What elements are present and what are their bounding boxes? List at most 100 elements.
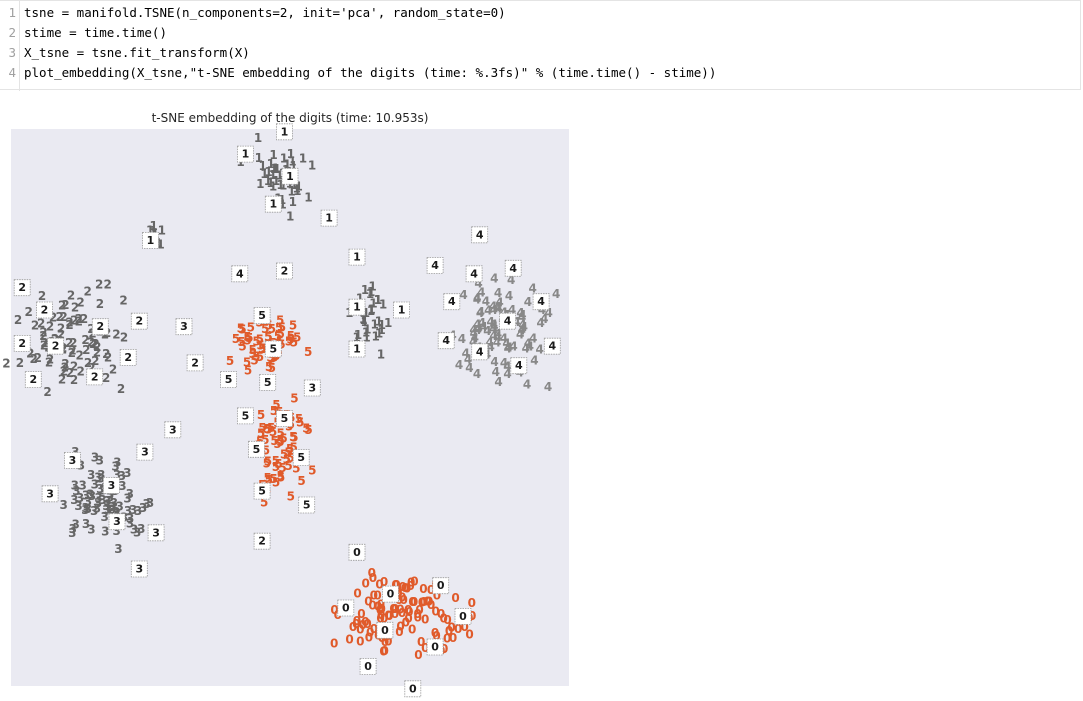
digit-point-3: 3 xyxy=(72,484,80,498)
digit-point-4: 4 xyxy=(494,286,502,300)
digit-point-2: 2 xyxy=(119,293,127,307)
digit-point-4: 4 xyxy=(503,360,511,374)
digit-point-5: 5 xyxy=(247,321,255,335)
digit-point-0: 0 xyxy=(392,578,400,592)
digit-point-2: 2 xyxy=(65,318,73,332)
digit-point-5: 5 xyxy=(270,404,278,418)
digit-point-4: 4 xyxy=(464,352,472,366)
digit-point-4: 4 xyxy=(536,343,544,357)
code-cell[interactable]: 1 tsne = manifold.TSNE(n_components=2, i… xyxy=(0,0,1081,91)
code-text[interactable]: plot_embedding(X_tsne,"t-SNE embedding o… xyxy=(24,65,717,80)
digit-point-1: 1 xyxy=(278,198,286,212)
digit-point-0: 0 xyxy=(398,591,406,605)
digit-thumbnail-label: 1 xyxy=(286,170,294,183)
digit-point-4: 4 xyxy=(455,358,463,372)
digit-thumbnail-0: 0 xyxy=(348,543,366,561)
digit-point-5: 5 xyxy=(252,334,260,348)
digit-thumbnail-label: 2 xyxy=(281,265,289,278)
digit-thumbnail-0: 0 xyxy=(426,638,444,656)
digit-point-1: 1 xyxy=(267,157,275,171)
digit-point-3: 3 xyxy=(94,471,102,485)
digit-point-4: 4 xyxy=(537,316,545,330)
digit-thumbnail-label: 0 xyxy=(431,641,439,654)
digit-point-0: 0 xyxy=(408,622,416,636)
digit-point-2: 2 xyxy=(84,285,92,299)
digit-point-0: 0 xyxy=(370,589,378,603)
digit-point-4: 4 xyxy=(487,315,495,329)
digit-thumbnail-5: 5 xyxy=(253,482,271,500)
digit-thumbnail-4: 4 xyxy=(504,259,522,277)
digit-point-5: 5 xyxy=(263,456,271,470)
digit-point-2: 2 xyxy=(56,310,64,324)
digit-point-0: 0 xyxy=(362,576,370,590)
digit-point-1: 1 xyxy=(367,285,375,299)
digit-point-2: 2 xyxy=(96,297,104,311)
digit-point-2: 2 xyxy=(70,373,78,387)
digit-thumbnail-label: 3 xyxy=(152,526,160,539)
digit-point-0: 0 xyxy=(370,622,378,636)
digit-thumbnail-label: 5 xyxy=(264,376,272,389)
digit-point-4: 4 xyxy=(484,303,492,317)
code-text[interactable]: tsne = manifold.TSNE(n_components=2, ini… xyxy=(24,5,506,20)
digit-point-1: 1 xyxy=(353,330,361,344)
digit-thumbnail-label: 4 xyxy=(431,259,439,272)
digit-point-1: 1 xyxy=(361,315,369,329)
digit-point-2: 2 xyxy=(82,343,90,357)
digit-point-4: 4 xyxy=(505,289,513,303)
digit-point-5: 5 xyxy=(277,427,285,441)
digit-point-1: 1 xyxy=(356,292,364,306)
digit-point-3: 3 xyxy=(111,459,119,473)
digit-point-0: 0 xyxy=(349,620,357,634)
digit-point-2: 2 xyxy=(14,313,22,327)
digit-point-5: 5 xyxy=(278,461,286,475)
digit-point-5: 5 xyxy=(297,474,305,488)
digit-point-4: 4 xyxy=(512,315,520,329)
digit-point-0: 0 xyxy=(400,593,408,607)
digit-point-0: 0 xyxy=(366,626,374,640)
digit-point-5: 5 xyxy=(262,444,270,458)
digit-point-1: 1 xyxy=(363,323,371,337)
digit-thumbnail-label: 1 xyxy=(353,343,361,356)
digit-point-3: 3 xyxy=(94,491,102,505)
digit-point-3: 3 xyxy=(71,479,79,493)
digit-point-2: 2 xyxy=(70,359,78,373)
digit-thumbnail-3: 3 xyxy=(108,513,126,531)
digit-point-4: 4 xyxy=(469,335,477,349)
digit-point-1: 1 xyxy=(271,161,279,175)
digit-point-4: 4 xyxy=(490,303,498,317)
digit-point-1: 1 xyxy=(369,296,377,310)
digit-point-2: 2 xyxy=(75,314,83,328)
digit-point-5: 5 xyxy=(295,412,303,426)
digit-point-5: 5 xyxy=(285,335,293,349)
digit-point-1: 1 xyxy=(371,318,379,332)
code-text[interactable]: X_tsne = tsne.fit_transform(X) xyxy=(24,45,250,60)
digit-point-5: 5 xyxy=(287,333,295,347)
digit-thumbnail-1: 1 xyxy=(142,231,159,249)
digit-thumbnail-2: 2 xyxy=(130,312,148,330)
digit-point-1: 1 xyxy=(384,316,392,330)
digit-point-3: 3 xyxy=(134,504,142,518)
digit-thumbnail-label: 0 xyxy=(409,682,417,695)
digit-thumbnail-label: 5 xyxy=(253,443,261,456)
code-line: 1 tsne = manifold.TSNE(n_components=2, i… xyxy=(0,3,1081,23)
digit-point-0: 0 xyxy=(373,588,381,602)
digit-point-4: 4 xyxy=(477,305,485,319)
digit-point-3: 3 xyxy=(60,498,68,512)
digit-point-5: 5 xyxy=(270,434,278,448)
digit-point-5: 5 xyxy=(238,340,246,354)
digit-thumbnail-label: 4 xyxy=(236,267,244,280)
digit-thumbnail-2: 2 xyxy=(36,301,53,319)
digit-point-5: 5 xyxy=(277,327,285,341)
digit-point-1: 1 xyxy=(150,219,158,233)
digit-point-4: 4 xyxy=(483,324,491,338)
digit-thumbnail-0: 0 xyxy=(359,658,377,675)
code-line: 3 X_tsne = tsne.fit_transform(X) xyxy=(0,43,1081,63)
digit-point-5: 5 xyxy=(275,321,283,335)
digit-point-3: 3 xyxy=(102,503,110,517)
digit-point-5: 5 xyxy=(249,347,257,361)
digit-point-3: 3 xyxy=(118,479,126,493)
digit-point-5: 5 xyxy=(261,322,269,336)
digit-point-0: 0 xyxy=(396,602,404,616)
code-text[interactable]: stime = time.time() xyxy=(24,25,167,40)
digit-point-3: 3 xyxy=(77,459,85,473)
